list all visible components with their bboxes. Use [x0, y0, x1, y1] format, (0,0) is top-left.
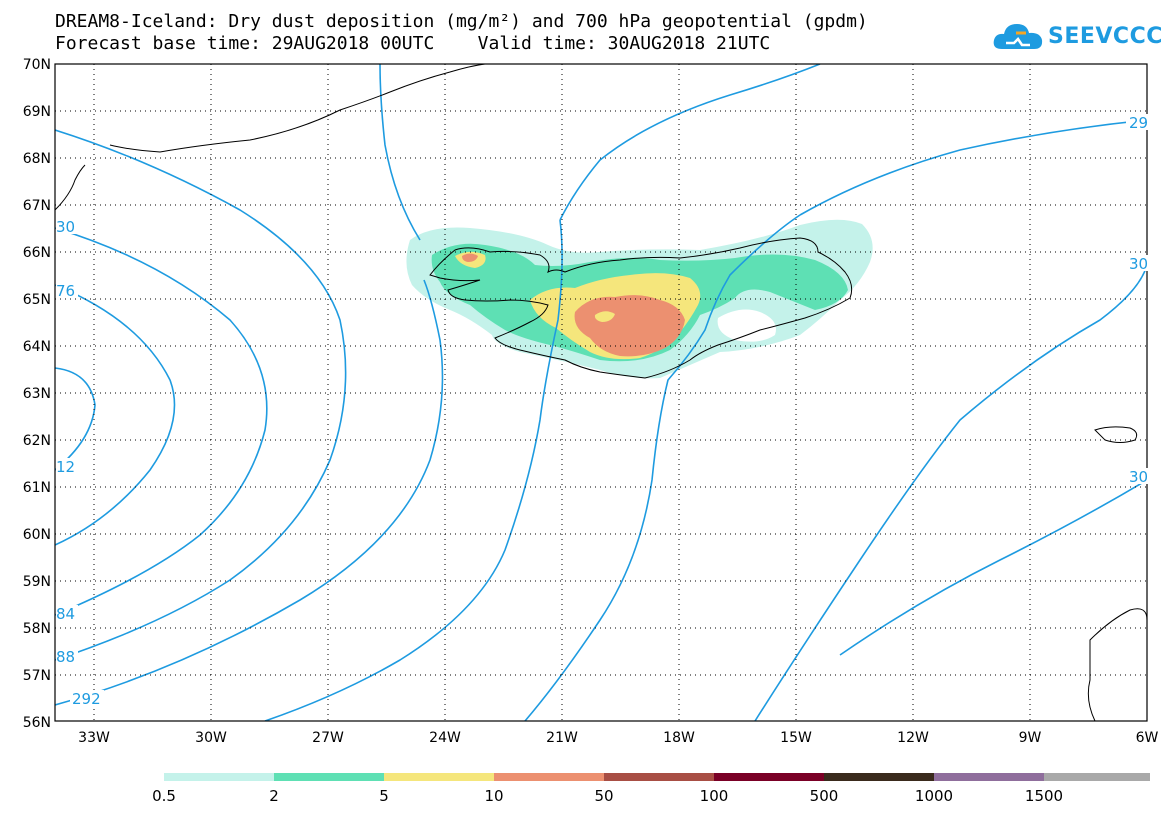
legend-swatch	[1044, 773, 1150, 781]
contour-line	[55, 284, 176, 546]
contour-line	[55, 279, 444, 706]
contour-line	[55, 227, 268, 616]
contour-label: 30	[1129, 468, 1148, 486]
contour-line	[559, 64, 821, 221]
lat-label: 65N	[23, 292, 51, 308]
legend-swatch	[714, 773, 824, 781]
lat-label: 68N	[23, 151, 51, 167]
greenland-coastline-west	[55, 164, 86, 211]
greenland-coastline	[109, 64, 486, 153]
seevccc-logo: SEEVCCC	[992, 16, 1163, 56]
lat-label: 59N	[23, 574, 51, 590]
lon-label: 18W	[663, 730, 695, 746]
lon-label: 6W	[1136, 730, 1159, 746]
legend-swatch	[824, 773, 934, 781]
contour-label: 292	[72, 690, 101, 708]
lon-label: 33W	[78, 730, 110, 746]
lat-label: 57N	[23, 668, 51, 684]
legend-label: 0.5	[152, 787, 176, 805]
map-title: DREAM8-Iceland: Dry dust deposition (mg/…	[55, 11, 868, 32]
contour-line	[524, 214, 801, 721]
contour-label: 30	[56, 218, 75, 236]
latitude-labels: 70N 69N 68N 67N 66N 65N 64N 63N 62N 61N …	[23, 57, 51, 731]
legend-label: 500	[810, 787, 839, 805]
geopotential-contours	[55, 64, 1147, 721]
lat-label: 58N	[23, 621, 51, 637]
lat-label: 62N	[23, 433, 51, 449]
legend-swatch	[494, 773, 604, 781]
dust-region-10	[574, 295, 685, 357]
contour-label: 30	[1129, 255, 1148, 273]
legend-label: 2	[269, 787, 279, 805]
faroe-coastline	[1094, 426, 1138, 443]
contour-line	[264, 219, 563, 721]
map-subtitle: Forecast base time: 29AUG2018 00UTC Vali…	[55, 33, 771, 54]
lon-label: 9W	[1019, 730, 1042, 746]
contour-label: 84	[56, 605, 75, 623]
legend-label: 5	[379, 787, 389, 805]
scotland-coastline	[1087, 608, 1147, 721]
contour-line	[379, 64, 421, 241]
lat-label: 67N	[23, 198, 51, 214]
cloud-icon	[993, 24, 1043, 49]
lat-label: 66N	[23, 245, 51, 261]
contour-line	[55, 129, 347, 661]
contour-label: 88	[56, 648, 75, 666]
lat-label: 60N	[23, 527, 51, 543]
dust-region-10-nw	[462, 253, 478, 262]
legend-label: 50	[594, 787, 613, 805]
contour-line	[839, 479, 1147, 656]
legend-swatch	[164, 773, 274, 781]
lat-label: 69N	[23, 104, 51, 120]
lat-lon-grid	[55, 64, 1147, 721]
dust-region-0.5-hole	[717, 309, 776, 342]
legend-swatch	[934, 773, 1044, 781]
logo-text: SEEVCCC	[1048, 23, 1163, 49]
contour-line	[55, 367, 96, 471]
lat-label: 63N	[23, 386, 51, 402]
lon-label: 15W	[780, 730, 812, 746]
lon-label: 24W	[429, 730, 461, 746]
contour-label: 12	[56, 458, 75, 476]
dust-deposition-field	[406, 219, 873, 379]
contour-label: 29	[1129, 114, 1148, 132]
legend-swatch	[384, 773, 494, 781]
lat-label: 61N	[23, 480, 51, 496]
legend-label: 100	[700, 787, 729, 805]
lon-label: 21W	[546, 730, 578, 746]
color-legend: 0.5 2 5 10 50 100 500 1000 1500	[152, 773, 1150, 805]
legend-label: 1000	[915, 787, 953, 805]
iceland-coastline	[429, 237, 853, 379]
lat-label: 70N	[23, 57, 51, 73]
lon-label: 12W	[897, 730, 929, 746]
legend-swatch	[604, 773, 714, 781]
lat-label: 64N	[23, 339, 51, 355]
contour-line	[799, 119, 1147, 216]
legend-swatch	[274, 773, 384, 781]
longitude-labels: 33W 30W 27W 24W 21W 18W 15W 12W 9W 6W	[78, 730, 1158, 746]
lon-label: 27W	[312, 730, 344, 746]
lat-label: 56N	[23, 715, 51, 731]
coastlines	[55, 64, 1147, 721]
legend-label: 1500	[1025, 787, 1063, 805]
contour-labels: 29 30 30 30 76 12 84 88 292	[56, 114, 1148, 708]
map-frame	[54, 63, 1148, 722]
legend-label: 10	[484, 787, 503, 805]
contour-label: 76	[56, 282, 75, 300]
dust-region-hole-yellow	[594, 311, 615, 322]
contour-line	[754, 264, 1147, 721]
lon-label: 30W	[195, 730, 227, 746]
